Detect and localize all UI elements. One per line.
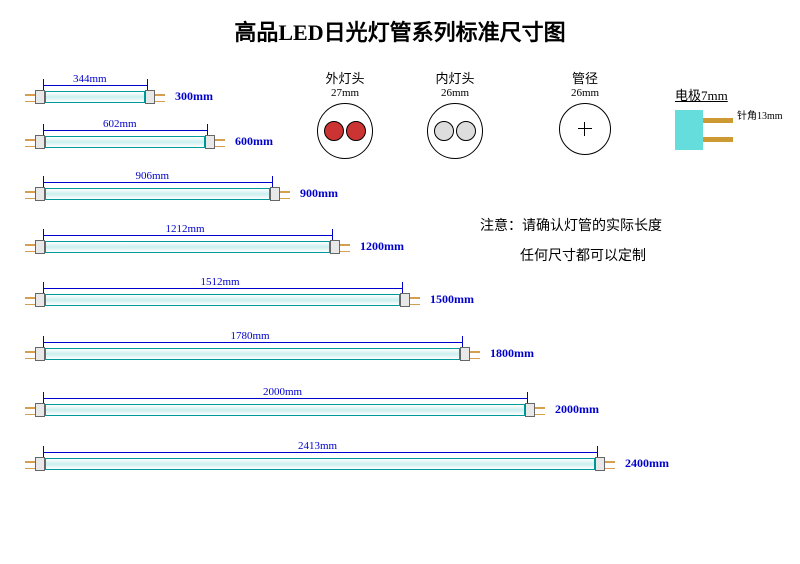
tube-icon bbox=[25, 241, 360, 255]
pin-body-icon bbox=[675, 110, 703, 150]
dimension-line: 1780mm bbox=[25, 332, 480, 346]
tube-icon bbox=[25, 404, 555, 418]
dimension-line: 602mm bbox=[25, 120, 225, 134]
total-length-label: 1800mm bbox=[490, 346, 534, 361]
tube-dia-label: 管径 bbox=[545, 68, 625, 87]
dimension-line: 906mm bbox=[25, 172, 290, 186]
tube-icon bbox=[25, 188, 300, 202]
diagram-title: 高品LED日光灯管系列标准尺寸图 bbox=[0, 15, 800, 47]
tube-icon bbox=[25, 458, 625, 472]
dimension-line: 2413mm bbox=[25, 442, 615, 456]
body-dim-label: 1780mm bbox=[228, 330, 273, 342]
tube-row: 602mm600mm bbox=[25, 120, 235, 150]
tube-row: 2000mm2000mm bbox=[25, 388, 555, 418]
total-length-label: 1500mm bbox=[430, 292, 474, 307]
pin-diagram: 电极7mm 针角13mm bbox=[675, 85, 785, 150]
total-length-label: 900mm bbox=[300, 186, 338, 201]
body-dim-label: 2000mm bbox=[260, 386, 305, 398]
tube-row: 1212mm1200mm bbox=[25, 225, 360, 255]
tube-icon bbox=[25, 136, 235, 150]
outer-cap-diagram: 外灯头 27mm bbox=[300, 68, 390, 159]
dimension-line: 1512mm bbox=[25, 278, 420, 292]
body-dim-label: 2413mm bbox=[295, 440, 340, 452]
dimension-line: 1212mm bbox=[25, 225, 350, 239]
electrode-label: 电极7mm bbox=[675, 85, 785, 104]
tube-row: 1780mm1800mm bbox=[25, 332, 490, 362]
dimension-line: 344mm bbox=[25, 75, 165, 89]
tube-row: 906mm900mm bbox=[25, 172, 300, 202]
body-dim-label: 602mm bbox=[100, 118, 140, 130]
note-custom: 任何尺寸都可以定制 bbox=[520, 245, 646, 265]
tube-diameter-diagram: 管径 26mm bbox=[545, 68, 625, 155]
total-length-label: 1200mm bbox=[360, 239, 404, 254]
pin-angle-label: 针角13mm bbox=[737, 107, 797, 122]
inner-cap-diagram: 内灯头 26mm bbox=[410, 68, 500, 159]
outer-cap-label: 外灯头 bbox=[300, 68, 390, 87]
body-dim-label: 1512mm bbox=[198, 276, 243, 288]
tube-row: 2413mm2400mm bbox=[25, 442, 625, 472]
dimension-line: 2000mm bbox=[25, 388, 545, 402]
body-dim-label: 906mm bbox=[133, 170, 173, 182]
body-dim-label: 1212mm bbox=[163, 223, 208, 235]
total-length-label: 2000mm bbox=[555, 402, 599, 417]
tube-dia-dim: 26mm bbox=[545, 87, 625, 99]
tube-icon bbox=[25, 348, 490, 362]
tube-icon bbox=[25, 294, 430, 308]
tube-icon bbox=[25, 91, 175, 105]
outer-cap-dim: 27mm bbox=[300, 87, 390, 99]
tube-row: 344mm300mm bbox=[25, 75, 175, 105]
body-dim-label: 344mm bbox=[70, 73, 110, 85]
total-length-label: 600mm bbox=[235, 134, 273, 149]
note-confirm: 注意：请确认灯管的实际长度 bbox=[480, 215, 662, 235]
inner-cap-dim: 26mm bbox=[410, 87, 500, 99]
total-length-label: 2400mm bbox=[625, 456, 669, 471]
tube-row: 1512mm1500mm bbox=[25, 278, 430, 308]
total-length-label: 300mm bbox=[175, 89, 213, 104]
inner-cap-label: 内灯头 bbox=[410, 68, 500, 87]
